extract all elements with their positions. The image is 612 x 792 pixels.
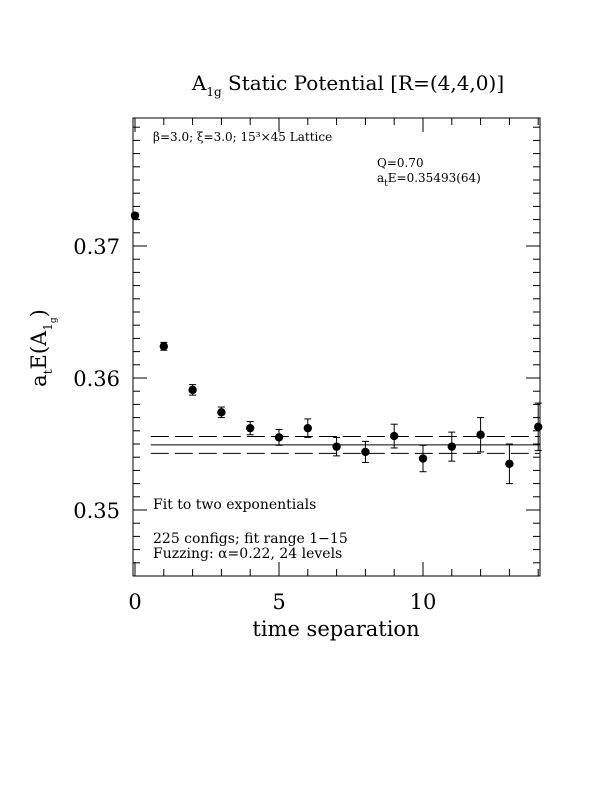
x-tick-labels: 0 5 10 xyxy=(128,590,436,614)
y-axis-label: atE(A1g) xyxy=(27,309,59,387)
data-point-0 xyxy=(130,211,140,220)
data-point-14 xyxy=(534,402,543,452)
data-point-3 xyxy=(217,406,226,419)
marker-2 xyxy=(188,385,197,395)
data-point-2 xyxy=(188,384,197,396)
x-tick-label-10: 10 xyxy=(410,590,437,614)
marker-12 xyxy=(476,430,485,439)
marker-14 xyxy=(534,422,543,432)
marker-3 xyxy=(217,408,226,417)
data-point-10 xyxy=(418,444,428,473)
data-point-11 xyxy=(447,431,456,462)
y-tick-label-036: 0.36 xyxy=(73,367,120,391)
marker-10 xyxy=(418,454,428,463)
marker-5 xyxy=(274,433,284,442)
fit-annotation: Fit to two exponentials xyxy=(153,497,316,513)
x-axis-label: time separation xyxy=(252,617,419,641)
q-annotation: Q=0.70 xyxy=(377,156,424,170)
x-tick-label-5: 5 xyxy=(272,590,285,614)
lattice-annotation: β=3.0; ξ=3.0; 15³×45 Lattice xyxy=(153,130,332,144)
title-main: A xyxy=(191,71,207,95)
fuzzing-annotation: Fuzzing: α=0.22, 24 levels xyxy=(153,546,342,562)
data-point-4 xyxy=(246,421,255,436)
marker-6 xyxy=(303,423,312,433)
chart-title: A1g Static Potential [R=(4,4,0)] xyxy=(191,71,504,99)
fit-band xyxy=(150,435,540,454)
data-points xyxy=(130,211,543,485)
marker-13 xyxy=(505,459,514,468)
y-tick-labels: 0.35 0.36 0.37 xyxy=(73,235,120,523)
data-point-13 xyxy=(505,443,514,485)
energy-annotation: atE=0.35493(64) xyxy=(377,171,481,189)
marker-0 xyxy=(130,211,140,220)
marker-11 xyxy=(447,442,456,451)
data-point-8 xyxy=(361,440,370,463)
data-point-7 xyxy=(332,436,341,457)
data-point-12 xyxy=(476,417,485,453)
marker-4 xyxy=(246,423,255,433)
data-point-6 xyxy=(303,418,312,438)
title-subscript: 1g xyxy=(206,85,222,99)
marker-9 xyxy=(390,431,399,441)
marker-1 xyxy=(159,342,168,351)
marker-7 xyxy=(332,442,341,451)
data-point-5 xyxy=(274,428,284,446)
configs-annotation: 225 configs; fit range 1−15 xyxy=(153,531,348,547)
data-point-9 xyxy=(390,423,399,449)
y-tick-label-037: 0.37 xyxy=(73,235,120,259)
marker-8 xyxy=(361,447,370,457)
x-tick-label-0: 0 xyxy=(128,590,141,614)
data-point-1 xyxy=(159,341,168,351)
y-tick-label-035: 0.35 xyxy=(73,499,120,523)
axis-ticks xyxy=(133,118,540,577)
title-rest: Static Potential [R=(4,4,0)] xyxy=(222,71,504,95)
